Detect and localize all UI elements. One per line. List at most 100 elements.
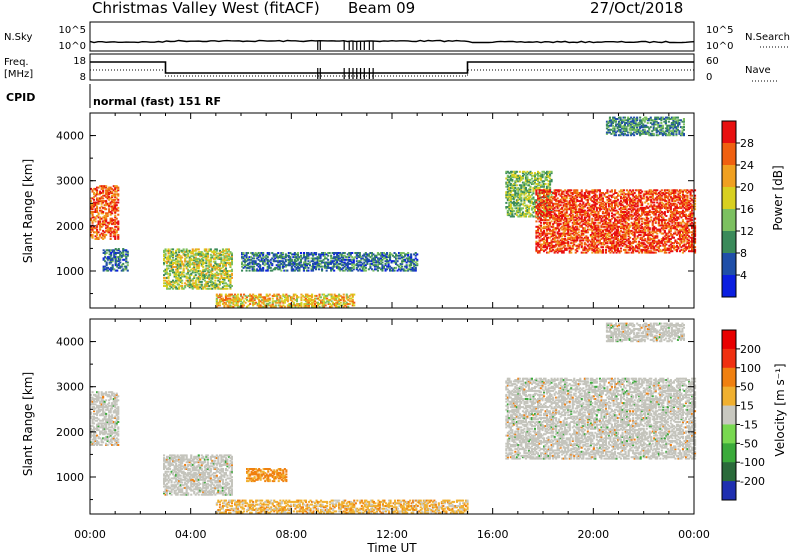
echo-cell [509, 210, 512, 212]
echo-cell [520, 200, 523, 203]
echo-cell [573, 231, 576, 234]
echo-cell [416, 264, 419, 267]
echo-cell [304, 265, 307, 268]
echo-cell [330, 260, 333, 263]
echo-cell [559, 193, 562, 196]
echo-cell [108, 196, 111, 199]
echo-cell [585, 231, 588, 234]
echo-cell [97, 216, 100, 219]
echo-cell [170, 260, 173, 263]
echo-cell [256, 264, 259, 267]
echo-cell [609, 227, 612, 230]
echo-cell [221, 276, 224, 279]
echo-cell [540, 232, 543, 235]
echo-cell [594, 225, 597, 228]
echo-cell [274, 300, 277, 303]
echo-cell [369, 266, 372, 269]
echo-cell [202, 268, 205, 271]
echo-cell [90, 235, 93, 238]
echo-cell [305, 262, 308, 265]
echo-cell [544, 219, 547, 222]
echo-cell [176, 262, 179, 264]
echo-cell [514, 187, 517, 189]
echo-cell [345, 256, 348, 259]
echo-cell [342, 299, 345, 301]
echo-cell [629, 208, 632, 211]
echo-cell [252, 301, 255, 304]
echo-cell [117, 257, 120, 260]
echo-cell [223, 304, 226, 307]
echo-cell [600, 208, 603, 211]
echo-cell [193, 262, 196, 264]
echo-cell [164, 272, 167, 275]
echo-cell [618, 231, 621, 234]
echo-cell [350, 293, 353, 296]
echo-cell [173, 280, 176, 283]
echo-cell [115, 186, 118, 189]
echo-cell [268, 264, 271, 267]
echo-cell [240, 293, 243, 296]
echo-cell [567, 227, 570, 230]
echo-cell [520, 177, 523, 180]
echo-cell [568, 213, 571, 216]
echo-cell [278, 260, 281, 263]
echo-cell [114, 232, 117, 235]
echo-cell [262, 254, 265, 257]
echo-cell [185, 260, 188, 263]
echo-cell [220, 251, 223, 254]
echo-cell [592, 248, 595, 251]
echo-cell [537, 204, 540, 207]
echo-cell [114, 196, 117, 199]
echo-cell [591, 217, 594, 220]
echo-cell [544, 200, 547, 203]
echo-cell [97, 198, 100, 201]
echo-cell [530, 200, 533, 203]
echo-cell [381, 266, 384, 269]
echo-cell [190, 257, 193, 260]
echo-cell [603, 212, 606, 215]
echo-cell [518, 210, 521, 212]
echo-cell [395, 258, 398, 261]
echo-cell [226, 283, 229, 286]
echo-cell [336, 260, 339, 263]
echo-cell [106, 197, 109, 200]
echo-cell [267, 297, 270, 300]
echo-cell [603, 216, 606, 219]
echo-cell [242, 260, 245, 263]
echo-cell [91, 190, 94, 193]
echo-cell [250, 256, 253, 259]
echo-cell [601, 206, 604, 209]
echo-cell [598, 204, 601, 207]
echo-cell [230, 256, 233, 259]
echo-cell [265, 294, 268, 297]
echo-cell [555, 209, 558, 212]
echo-cell [172, 248, 175, 251]
echo-cell [190, 263, 193, 266]
echo-cell [565, 242, 568, 245]
echo-cell [533, 215, 536, 218]
echo-cell [592, 204, 595, 207]
echo-cell [540, 174, 543, 177]
echo-cell [553, 232, 556, 235]
echo-cell [220, 253, 223, 256]
echo-cell [272, 260, 275, 263]
echo-cell [163, 285, 166, 287]
echo-cell [221, 270, 224, 273]
echo-cell [529, 196, 532, 199]
echo-cell [396, 254, 399, 257]
echo-cell [314, 303, 317, 305]
echo-cell [614, 219, 617, 222]
echo-cell [555, 215, 558, 217]
echo-cell [164, 271, 167, 274]
echo-cell [184, 260, 187, 263]
echo-cell [202, 275, 205, 278]
echo-cell [90, 211, 93, 213]
echo-cell [110, 249, 113, 252]
echo-cell [520, 187, 523, 189]
echo-cell [102, 212, 105, 215]
echo-cell [280, 256, 283, 259]
echo-cell [298, 303, 301, 305]
echo-cell [537, 210, 540, 212]
echo-cell [167, 251, 170, 254]
echo-cell [508, 208, 511, 211]
